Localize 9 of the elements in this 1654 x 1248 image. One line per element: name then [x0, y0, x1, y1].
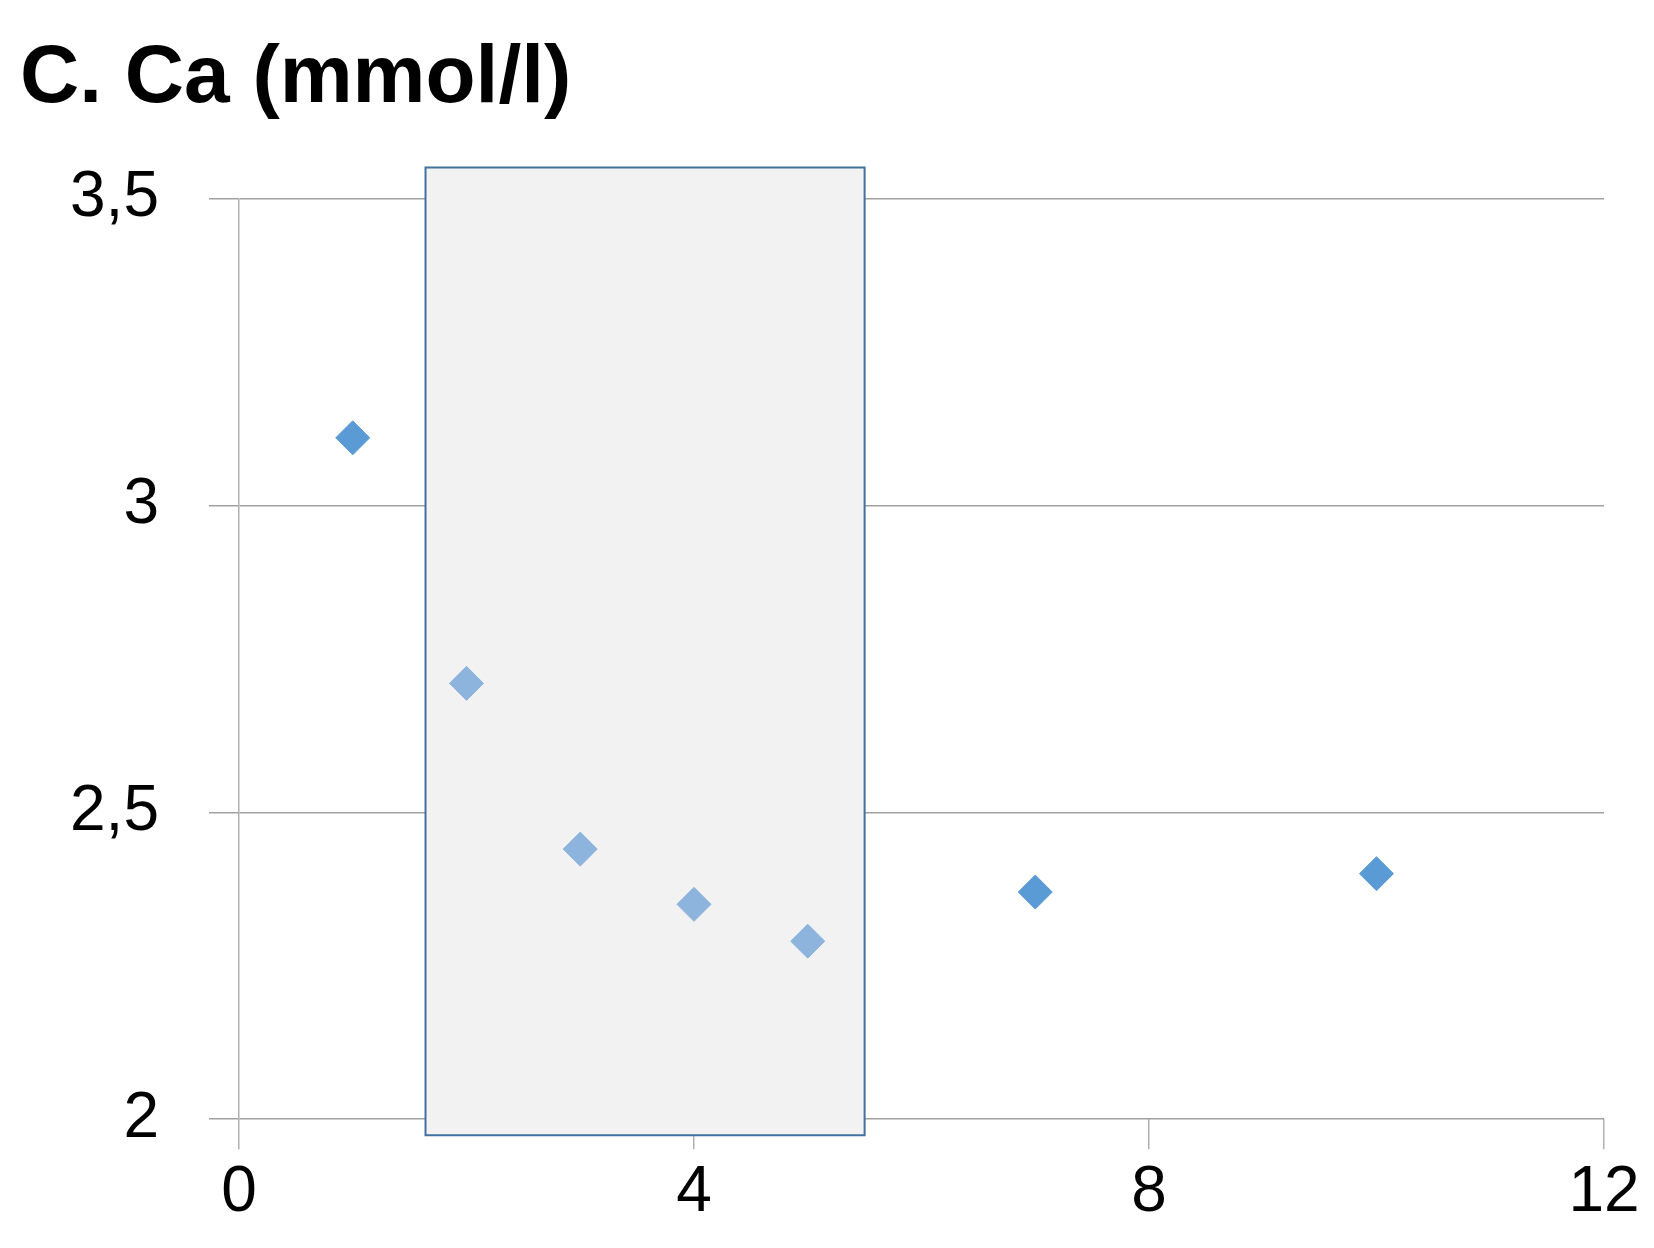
y-tick-label: 2: [123, 1078, 159, 1151]
x-tick-label: 4: [676, 1153, 712, 1226]
x-tick-label: 0: [221, 1153, 257, 1226]
x-tick-label: 8: [1131, 1153, 1167, 1226]
y-tick-label: 3: [123, 464, 159, 537]
y-tick-label: 2,5: [70, 771, 159, 844]
chart-title: C. Ca (mmol/l): [20, 27, 572, 119]
y-tick-label: 3,5: [70, 158, 159, 231]
x-tick-label: 12: [1568, 1153, 1640, 1226]
